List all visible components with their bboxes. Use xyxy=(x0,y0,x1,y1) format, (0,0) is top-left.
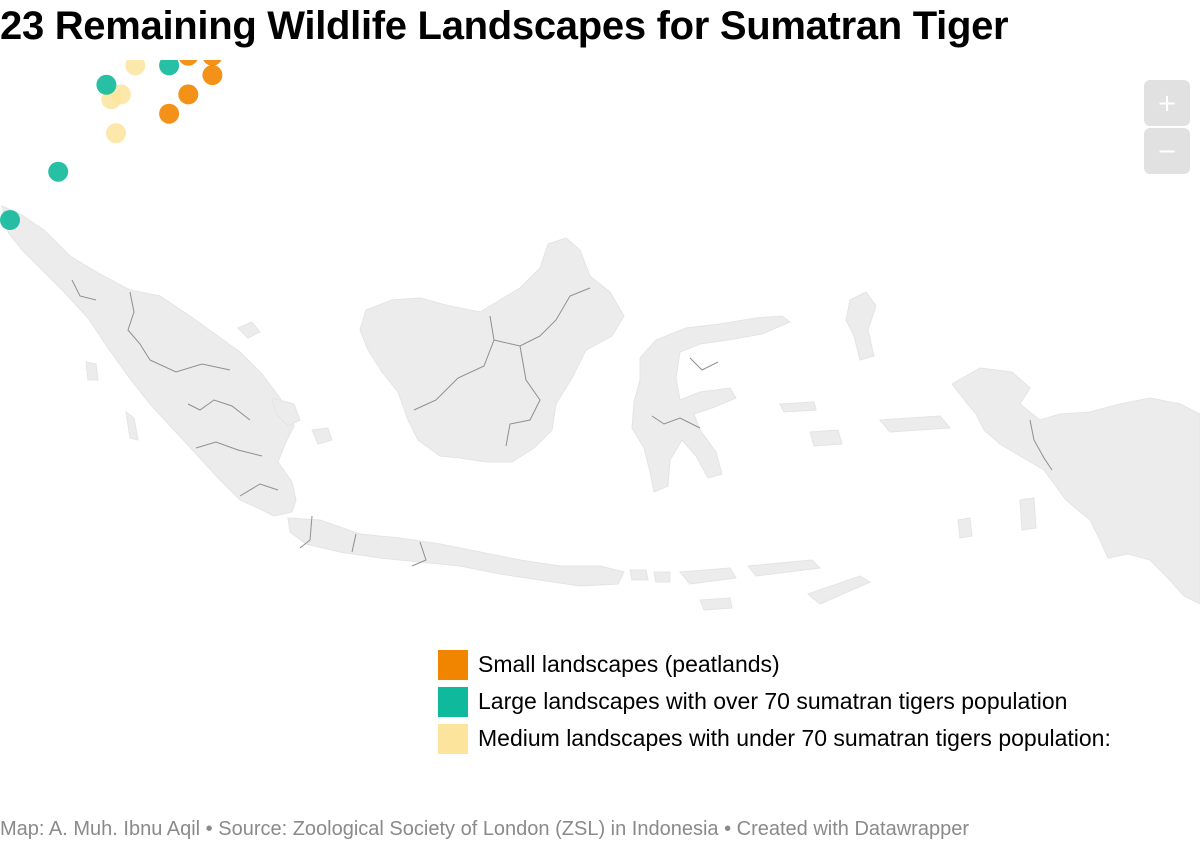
sulawesi-island xyxy=(631,315,791,493)
seram-island xyxy=(878,415,952,433)
legend-item-medium: Medium landscapes with under 70 sumatran… xyxy=(438,720,1111,757)
province-borders xyxy=(71,279,1053,567)
sumatra-island xyxy=(1,205,297,517)
land-layer xyxy=(1,205,1200,611)
legend-label-medium: Medium landscapes with under 70 sumatran… xyxy=(478,725,1111,751)
sumba-island xyxy=(699,597,733,611)
marker-layer xyxy=(0,60,223,230)
landscape-marker-medium-9[interactable] xyxy=(125,60,146,76)
flores-island xyxy=(747,559,822,577)
landscape-marker-large-8[interactable] xyxy=(96,74,117,95)
landscape-marker-large-1[interactable] xyxy=(0,210,20,230)
legend-swatch-medium xyxy=(438,723,468,754)
landscape-marker-small-4[interactable] xyxy=(159,103,180,124)
map-credits: Map: A. Muh. Ibnu Aqil • Source: Zoologi… xyxy=(0,818,969,840)
indonesia-map[interactable] xyxy=(0,60,1200,640)
landscape-marker-large-2[interactable] xyxy=(48,161,69,182)
zoom-in-button[interactable]: + xyxy=(1144,80,1190,126)
sumbawa-island xyxy=(678,567,737,585)
landscape-marker-small-12[interactable] xyxy=(202,65,223,86)
legend-label-small: Small landscapes (peatlands) xyxy=(478,651,780,677)
map-title: 23 Remaining Wildlife Landscapes for Sum… xyxy=(0,4,1009,48)
tanimbar-islands xyxy=(957,517,973,539)
bali-island xyxy=(629,569,649,581)
papua-island xyxy=(951,367,1200,605)
landscape-marker-medium-7[interactable] xyxy=(110,84,131,105)
halmahera-island xyxy=(845,291,877,361)
lombok-island xyxy=(653,571,671,583)
landscape-marker-large-10[interactable] xyxy=(159,60,180,76)
bangka-island xyxy=(271,397,301,427)
aru-islands xyxy=(1019,497,1037,531)
riau-islands xyxy=(237,321,261,339)
mentawai-islands xyxy=(125,410,139,441)
legend-swatch-small xyxy=(438,649,468,680)
landscape-marker-small-5[interactable] xyxy=(178,84,199,105)
legend-swatch-large xyxy=(438,686,468,717)
zoom-out-button[interactable]: − xyxy=(1144,128,1190,174)
landscape-marker-small-11[interactable] xyxy=(178,60,198,66)
landscape-marker-medium-3[interactable] xyxy=(106,123,126,144)
legend-label-large: Large landscapes with over 70 sumatran t… xyxy=(478,688,1068,714)
legend: Small landscapes (peatlands) Large lands… xyxy=(438,646,1111,757)
buru-island xyxy=(809,429,843,447)
borneo-island xyxy=(359,237,625,463)
timor-island xyxy=(806,575,872,605)
legend-item-large: Large landscapes with over 70 sumatran t… xyxy=(438,683,1111,720)
landscape-marker-small-13[interactable] xyxy=(202,60,222,66)
legend-item-small: Small landscapes (peatlands) xyxy=(438,646,1111,683)
belitung-island xyxy=(311,427,333,445)
java-island xyxy=(287,517,625,587)
sula-islands xyxy=(779,401,817,413)
nias-island xyxy=(85,361,99,381)
